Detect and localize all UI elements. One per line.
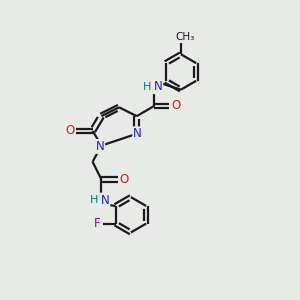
- Text: F: F: [94, 217, 101, 230]
- Text: N: N: [96, 140, 104, 153]
- Text: O: O: [65, 124, 74, 137]
- Text: H: H: [143, 82, 151, 92]
- Text: N: N: [133, 127, 142, 140]
- Text: N: N: [100, 194, 109, 207]
- Text: O: O: [119, 173, 129, 186]
- Text: H: H: [90, 195, 98, 205]
- Text: CH₃: CH₃: [176, 32, 195, 42]
- Text: O: O: [171, 99, 180, 112]
- Text: N: N: [154, 80, 162, 93]
